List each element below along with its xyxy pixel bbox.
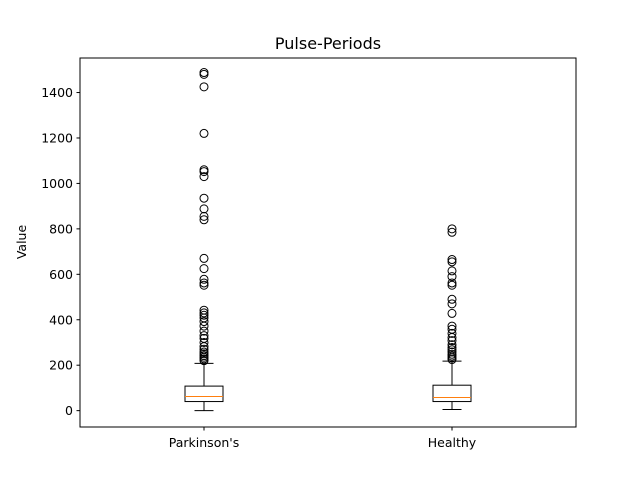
outlier-point — [447, 336, 457, 346]
outlier-point — [199, 172, 209, 182]
y-tick-label: 400 — [49, 312, 73, 327]
y-tick-label: 1000 — [41, 176, 73, 191]
outlier-point — [447, 328, 457, 338]
outlier-point — [199, 68, 209, 78]
outlier-point — [447, 278, 457, 288]
y-axis-label: Value — [14, 225, 29, 260]
outlier-point — [447, 255, 457, 265]
outlier-point — [199, 215, 209, 225]
outlier-point — [447, 272, 457, 282]
x-tick-label: Healthy — [428, 435, 477, 450]
outlier-point — [199, 331, 209, 341]
outlier-point — [199, 347, 209, 357]
outlier-point — [199, 204, 209, 214]
outlier-point — [199, 274, 209, 284]
outlier-point — [447, 227, 457, 237]
outlier-point — [447, 321, 457, 331]
outlier-point — [199, 193, 209, 203]
outlier-point — [199, 317, 209, 327]
outlier-point — [447, 294, 457, 304]
outlier-point — [199, 344, 209, 354]
outlier-point — [199, 337, 209, 347]
y-tick-label: 1200 — [41, 130, 73, 145]
outlier-point — [447, 299, 457, 309]
outlier-point — [199, 326, 209, 336]
outlier-point — [447, 224, 457, 234]
outlier-point — [199, 211, 209, 221]
outlier-point — [199, 165, 209, 175]
outlier-point — [199, 310, 209, 320]
outlier-point — [199, 253, 209, 263]
outlier-point — [447, 347, 457, 357]
x-tick-label: Parkinson's — [169, 435, 239, 450]
outlier-point — [447, 342, 457, 352]
outlier-point — [447, 345, 457, 355]
outlier-point — [199, 333, 209, 343]
y-tick-label: 800 — [49, 221, 73, 236]
box-iqr — [184, 385, 224, 403]
outlier-point — [199, 278, 209, 288]
outlier-point — [199, 82, 209, 92]
y-tick-label: 200 — [49, 358, 73, 373]
outlier-point — [199, 264, 209, 274]
axes-frame — [79, 57, 577, 428]
outlier-point — [447, 280, 457, 290]
outlier-point — [447, 324, 457, 334]
plot-area: 0 200 400 600 800 1000 1200 1400 Parkinson's Heal… — [41, 57, 577, 450]
outlier-point — [199, 128, 209, 138]
outlier-point — [199, 280, 209, 290]
outlier-point — [447, 257, 457, 267]
y-tick-label: 0 — [65, 403, 73, 418]
outlier-point — [447, 266, 457, 276]
box-iqr — [432, 384, 472, 403]
chart-title: Pulse-Periods — [275, 34, 381, 53]
outlier-point — [199, 305, 209, 315]
y-tick-label: 1400 — [41, 85, 73, 100]
outlier-point — [199, 308, 209, 318]
outlier-point — [447, 308, 457, 318]
y-tick-label: 600 — [49, 267, 73, 282]
outlier-point — [447, 349, 457, 359]
outlier-point — [447, 340, 457, 350]
